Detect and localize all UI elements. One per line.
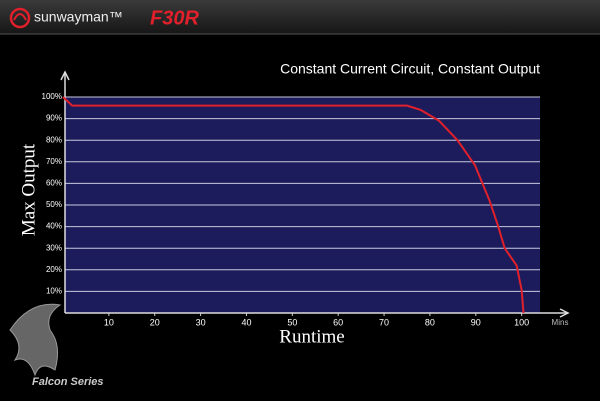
logo-icon bbox=[13, 13, 27, 21]
x-tick-label: 70 bbox=[379, 317, 389, 327]
y-tick-label: 10% bbox=[46, 287, 62, 296]
x-tick-label: 90 bbox=[471, 317, 481, 327]
y-tick-label: 30% bbox=[46, 243, 62, 252]
x-tick-label: 80 bbox=[425, 317, 435, 327]
x-tick-label: 20 bbox=[150, 317, 160, 327]
y-tick-label: 60% bbox=[46, 179, 62, 188]
x-tick-label: 100 bbox=[514, 317, 529, 327]
logo-icon bbox=[9, 7, 31, 29]
header bbox=[0, 0, 600, 34]
x-tick-label: 40 bbox=[241, 317, 251, 327]
brand: sunwayman™ bbox=[34, 9, 123, 25]
x-unit: Mins bbox=[552, 318, 569, 327]
y-axis-arrow bbox=[60, 70, 70, 81]
y-tick-label: 90% bbox=[46, 114, 62, 123]
y-tick-label: 70% bbox=[46, 157, 62, 166]
x-axis-arrow bbox=[559, 308, 570, 318]
plot: 10% 20% 30% 40% 50% 60% 70% 80% 90% 100% 10 20 30 40 5… bbox=[18, 61, 570, 347]
data-line bbox=[62, 96, 525, 314]
y-tick-label: 50% bbox=[46, 200, 62, 209]
x-tick-label: 10 bbox=[104, 317, 114, 327]
y-tick-label: 80% bbox=[46, 135, 62, 144]
x-axis-label: Runtime bbox=[279, 326, 344, 347]
x-tick-label: 60 bbox=[333, 317, 343, 327]
series-name: Falcon Series bbox=[32, 376, 104, 388]
y-tick-label: 40% bbox=[46, 222, 62, 231]
model: F30R bbox=[150, 7, 199, 29]
falcon-icon bbox=[9, 303, 62, 377]
y-tick-label: 20% bbox=[46, 265, 62, 274]
y-tick-label: 100% bbox=[42, 92, 62, 101]
chart-title: Constant Current Circuit, Constant Outpu… bbox=[280, 61, 540, 77]
x-tick-label: 50 bbox=[287, 317, 297, 327]
y-axis-label: Max Output bbox=[18, 143, 39, 236]
x-tick-label: 30 bbox=[196, 317, 206, 327]
